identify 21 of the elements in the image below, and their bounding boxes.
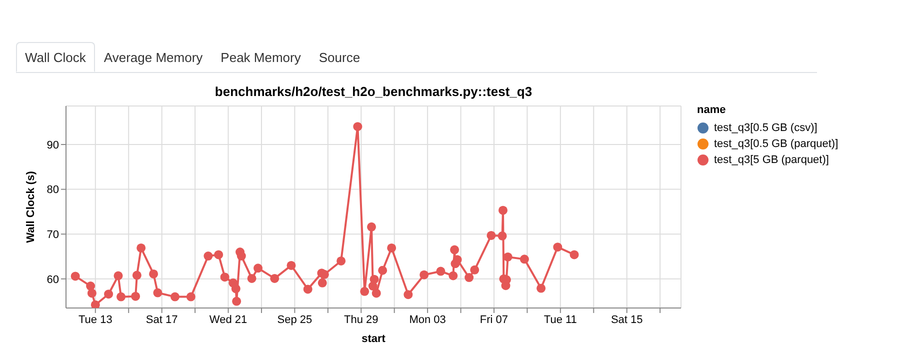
y-axis-title: Wall Clock (s)	[24, 170, 37, 243]
tab: Wall Clock	[16, 42, 95, 72]
y-tick-label: 70	[46, 229, 59, 242]
legend-label: test_q3[0.5 GB (parquet)]	[714, 138, 838, 150]
x-tick-label: Fri 07	[480, 314, 508, 326]
x-tick-label: Sat 15	[610, 314, 643, 326]
x-tick-label: Thu 29	[344, 314, 378, 326]
legend-label: test_q3[5 GB (parquet)]	[714, 154, 829, 166]
y-tick-label: 90	[46, 139, 59, 152]
x-tick-label: Mon 03	[409, 314, 446, 326]
legend-title: name	[697, 104, 727, 116]
y-tick-label: 80	[46, 184, 59, 196]
legend-label: test_q3[0.5 GB (csv)]	[714, 122, 818, 134]
x-tick-label: Tue 13	[78, 314, 112, 326]
x-tick-label: Sep 25	[277, 314, 312, 326]
x-tick-label: Sat 17	[146, 314, 178, 326]
y-tick-label: 60	[46, 274, 59, 286]
chart-title: benchmarks/h2o/test_h2o_benchmarks.py::test_q3	[214, 84, 534, 99]
x-tick-label: Tue 11	[544, 314, 577, 326]
x-axis-title: start	[362, 333, 386, 344]
x-tick-label: Wed 21	[209, 314, 248, 326]
